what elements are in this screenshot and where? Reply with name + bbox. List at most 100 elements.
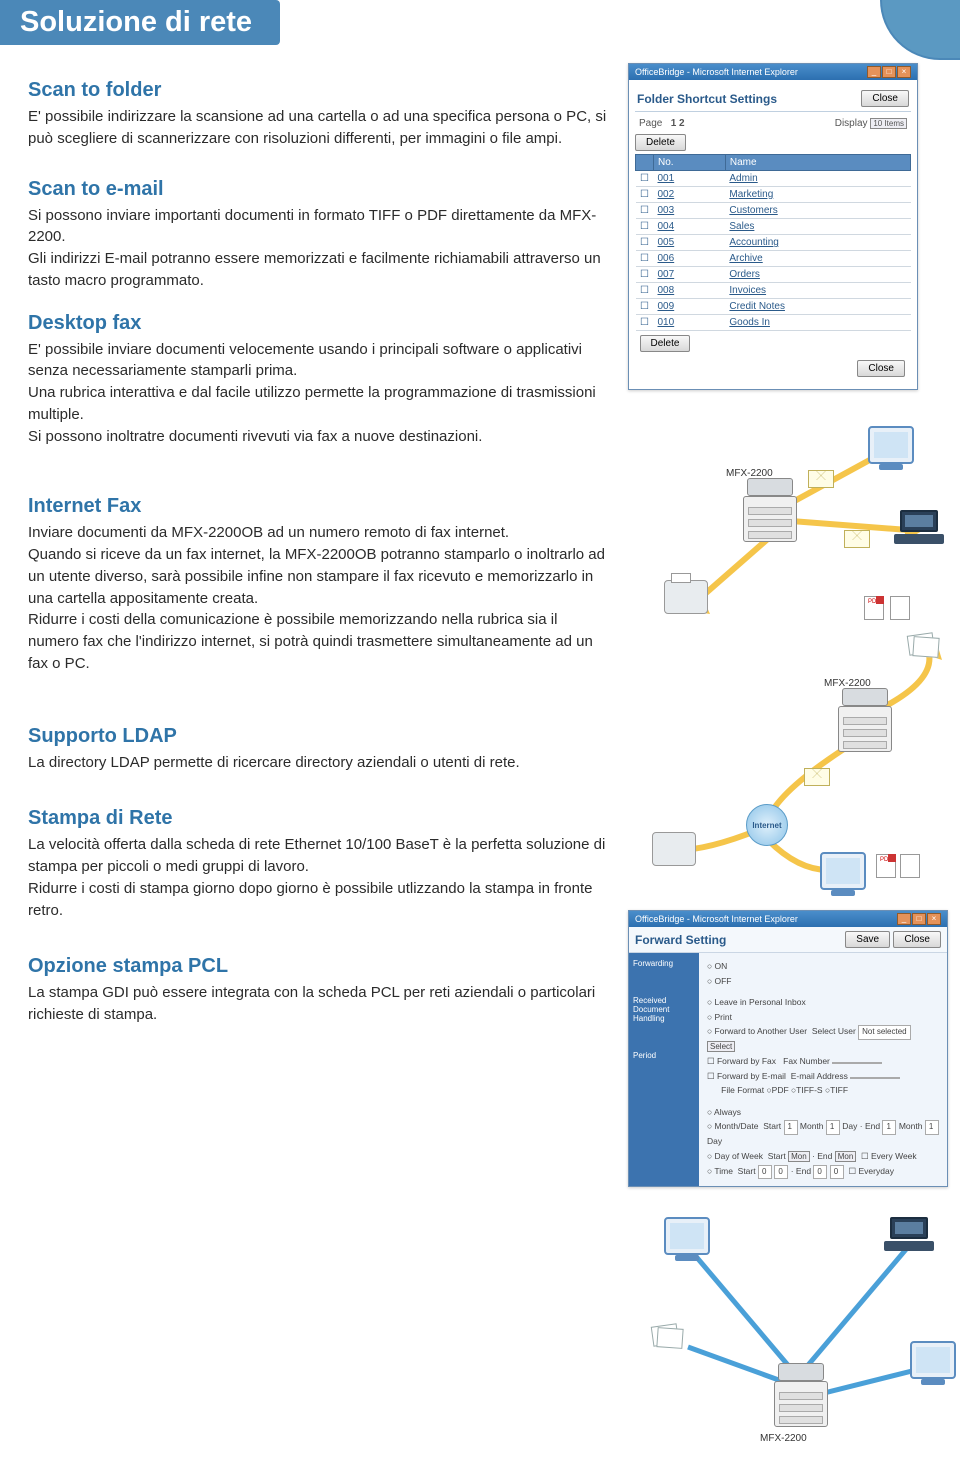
- fax-icon: [652, 832, 696, 866]
- col-no: No.: [654, 155, 726, 171]
- stampa-rete-body: La velocità offerta dalla scheda di rete…: [28, 834, 608, 921]
- pc-icon: [664, 1217, 710, 1255]
- table-row[interactable]: ☐001Admin: [636, 171, 911, 187]
- radio-always[interactable]: ○ Always: [707, 1106, 939, 1120]
- mfx-label-1: MFX-2200: [726, 468, 773, 479]
- page-label: Page: [639, 118, 662, 129]
- save-button[interactable]: Save: [845, 931, 890, 948]
- maximize-icon[interactable]: □: [882, 66, 896, 78]
- page-title: Soluzione di rete: [0, 0, 280, 45]
- printer-network-diagram: MFX-2200: [628, 1207, 960, 1467]
- close-icon[interactable]: ×: [927, 913, 941, 925]
- close-button[interactable]: Close: [893, 931, 941, 948]
- copier-icon: [838, 688, 892, 752]
- forward-setting-window: OfficeBridge - Microsoft Internet Explor…: [628, 910, 948, 1187]
- radio-leave[interactable]: ○ Leave in Personal Inbox: [707, 996, 939, 1010]
- table-row[interactable]: ☐006Archive: [636, 251, 911, 267]
- col-name: Name: [725, 155, 910, 171]
- internet-fax-body: Inviare documenti da MFX-2200OB ad un nu…: [28, 522, 608, 674]
- window-controls: _ □ ×: [867, 66, 911, 78]
- minimize-icon[interactable]: _: [897, 913, 911, 925]
- select-button[interactable]: Select: [707, 1041, 735, 1052]
- user-select-field[interactable]: Not selected: [858, 1025, 910, 1040]
- forward-win-app-title: OfficeBridge - Microsoft Internet Explor…: [635, 914, 798, 924]
- pcl-body: La stampa GDI può essere integrata con l…: [28, 982, 608, 1026]
- stampa-rete-title: Stampa di Rete: [28, 807, 608, 830]
- pc-icon: [910, 1341, 956, 1379]
- side-received: Received Document Handling: [633, 996, 695, 1023]
- paper-stack-icon: [652, 1325, 686, 1351]
- col-check: [636, 155, 654, 171]
- radio-on[interactable]: ○ ON: [707, 960, 939, 974]
- paper-stack-icon: [908, 634, 942, 660]
- mfx-label-3: MFX-2200: [760, 1433, 807, 1444]
- check-fwd-email[interactable]: ☐ Forward by E-mail E-mail Address: [707, 1070, 939, 1084]
- side-period: Period: [633, 1051, 695, 1060]
- table-row[interactable]: ☐008Invoices: [636, 283, 911, 299]
- folder-heading: Folder Shortcut Settings: [637, 92, 777, 106]
- window-controls: _ □ ×: [897, 913, 941, 925]
- folder-table: No. Name ☐001Admin☐002Marketing☐003Custo…: [635, 154, 911, 354]
- desktop-fax-body: E' possibile inviare documenti velocemen…: [28, 339, 608, 448]
- radio-time[interactable]: ○ Time Start 0 0 · End 0 0 ☐ Everyday: [707, 1165, 939, 1180]
- ldap-title: Supporto LDAP: [28, 725, 608, 748]
- radio-off[interactable]: ○ OFF: [707, 975, 939, 989]
- pcl-title: Opzione stampa PCL: [28, 955, 608, 978]
- corner-tab: [880, 0, 960, 60]
- display-select[interactable]: 10 Items: [870, 118, 907, 129]
- laptop-icon: [894, 510, 944, 544]
- envelope-icon: [844, 530, 870, 548]
- envelope-icon: [808, 470, 834, 488]
- image-file-icon: [900, 854, 920, 878]
- laptop-icon: [884, 1217, 934, 1251]
- desktop-fax-title: Desktop fax: [28, 312, 608, 335]
- mfx-label-2: MFX-2200: [824, 678, 871, 689]
- fax-icon: [664, 580, 708, 614]
- table-row[interactable]: ☐009Credit Notes: [636, 299, 911, 315]
- page-value: 1 2: [671, 118, 685, 129]
- folder-win-app-title: OfficeBridge - Microsoft Internet Explor…: [635, 67, 798, 77]
- radio-monthdate[interactable]: ○ Month/Date Start 1 Month 1 Day · End 1…: [707, 1120, 939, 1148]
- scan-folder-title: Scan to folder: [28, 79, 608, 102]
- pc-icon: [868, 426, 914, 464]
- table-row[interactable]: ☐003Customers: [636, 203, 911, 219]
- scan-email-title: Scan to e-mail: [28, 178, 608, 201]
- folder-settings-window: OfficeBridge - Microsoft Internet Explor…: [628, 63, 918, 390]
- table-row[interactable]: ☐004Sales: [636, 219, 911, 235]
- globe-icon: Internet: [746, 804, 788, 846]
- display-label: Display: [835, 118, 868, 129]
- copier-icon: [774, 1363, 828, 1427]
- check-fwd-fax[interactable]: ☐ Forward by Fax Fax Number: [707, 1055, 939, 1069]
- scan-folder-body: E' possibile indirizzare la scansione ad…: [28, 106, 608, 150]
- radio-fwd-user[interactable]: ○ Forward to Another User Select User No…: [707, 1025, 939, 1054]
- delete-button[interactable]: Delete: [635, 134, 686, 151]
- ldap-body: La directory LDAP permette di ricercare …: [28, 752, 608, 774]
- radio-print[interactable]: ○ Print: [707, 1011, 939, 1025]
- close-button-bottom[interactable]: Close: [857, 360, 905, 377]
- forward-heading: Forward Setting: [635, 933, 726, 947]
- radio-dow[interactable]: ○ Day of Week Start Mon · End Mon ☐ Ever…: [707, 1150, 939, 1164]
- pdf-icon: PDF: [876, 854, 896, 878]
- envelope-icon: [804, 768, 830, 786]
- pc-icon: [820, 852, 866, 890]
- side-forwarding: Forwarding: [633, 959, 695, 968]
- minimize-icon[interactable]: _: [867, 66, 881, 78]
- email-field[interactable]: [850, 1077, 900, 1079]
- table-row[interactable]: ☐002Marketing: [636, 187, 911, 203]
- delete-button-bottom[interactable]: Delete: [640, 335, 691, 352]
- internet-fax-diagram: MFX-2200 Internet PDF: [628, 640, 948, 900]
- scan-email-body: Si possono inviare importanti documenti …: [28, 205, 608, 292]
- copier-icon: [743, 478, 797, 542]
- table-row[interactable]: ☐010Goods In: [636, 315, 911, 331]
- pdf-icon: PDF: [864, 596, 884, 620]
- maximize-icon[interactable]: □: [912, 913, 926, 925]
- table-row[interactable]: ☐005Accounting: [636, 235, 911, 251]
- fax-number-field[interactable]: [832, 1062, 882, 1064]
- close-button[interactable]: Close: [861, 90, 909, 107]
- table-row[interactable]: ☐007Orders: [636, 267, 911, 283]
- desktop-fax-diagram: MFX-2200 PDF: [628, 420, 948, 630]
- internet-fax-title: Internet Fax: [28, 495, 608, 518]
- file-format-row: File Format ○PDF ○TIFF-S ○TIFF: [707, 1084, 939, 1098]
- image-file-icon: [890, 596, 910, 620]
- close-icon[interactable]: ×: [897, 66, 911, 78]
